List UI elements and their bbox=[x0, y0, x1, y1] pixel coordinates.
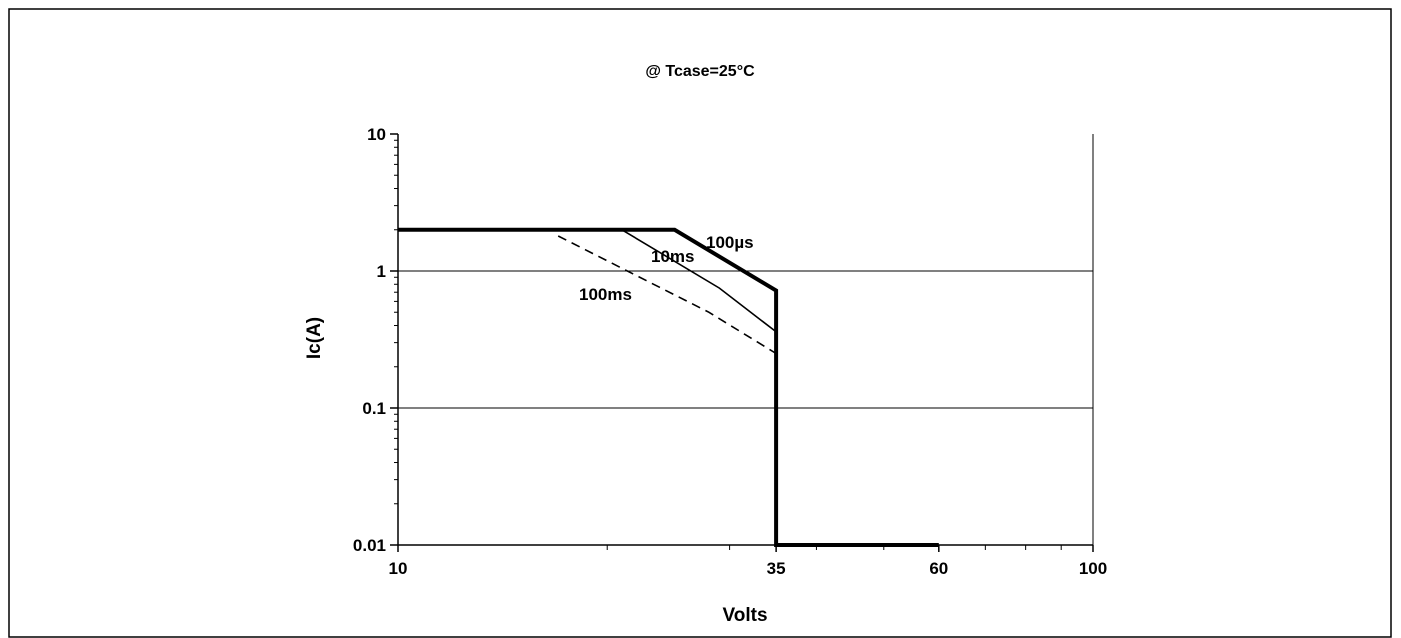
x-tick-label-3: 100 bbox=[1079, 559, 1107, 578]
series-line-1 bbox=[621, 229, 777, 333]
x-tick-label-0: 10 bbox=[389, 559, 408, 578]
y-tick-label-3: 0.01 bbox=[353, 536, 386, 555]
y-tick-label-2: 0.1 bbox=[362, 399, 386, 418]
y-tick-label-0: 10 bbox=[367, 125, 386, 144]
series-line-0 bbox=[398, 227, 939, 547]
series-label-0: 100µs bbox=[706, 233, 754, 252]
y-axis-label: Ic(A) bbox=[304, 317, 325, 359]
x-axis-label: Volts bbox=[722, 605, 767, 626]
chart-title: @ Tcase=25°C bbox=[645, 63, 755, 80]
series-label-2: 100ms bbox=[579, 285, 632, 304]
series-label-1: 10ms bbox=[651, 247, 694, 266]
x-tick-label-2: 60 bbox=[929, 559, 948, 578]
series-line-2 bbox=[557, 235, 777, 355]
y-tick-label-1: 1 bbox=[377, 262, 386, 281]
x-tick-label-1: 35 bbox=[767, 559, 786, 578]
chart-border bbox=[8, 8, 1392, 638]
